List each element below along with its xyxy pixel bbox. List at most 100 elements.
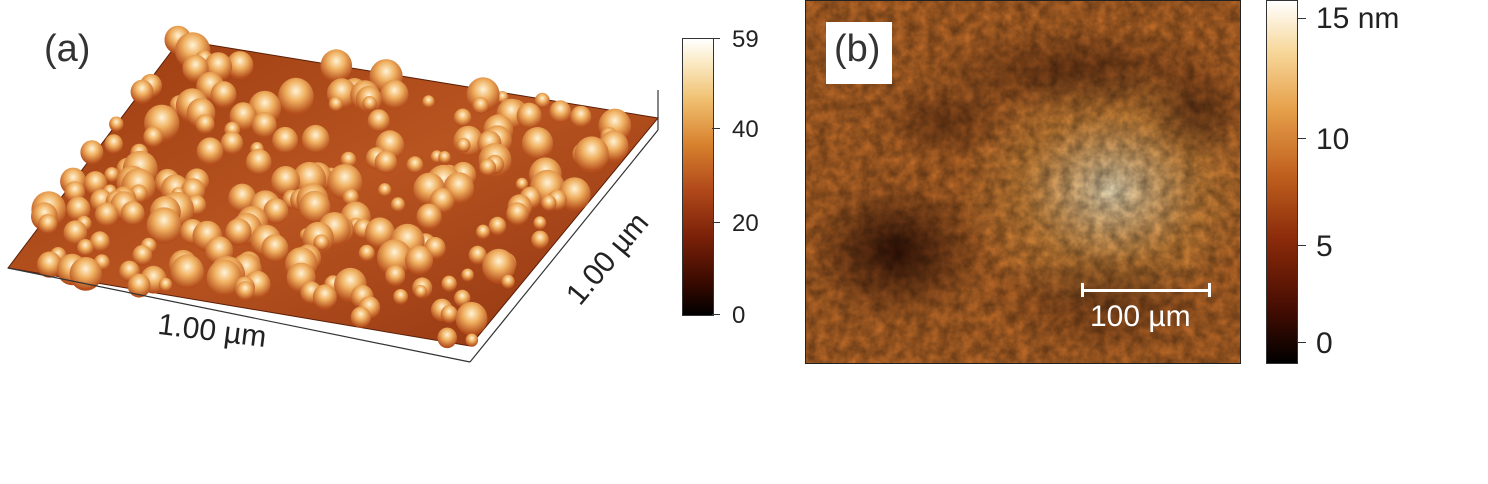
colorbar-a bbox=[682, 38, 714, 316]
surface-grain bbox=[533, 216, 547, 230]
surface-grain bbox=[158, 277, 173, 292]
surface-grain bbox=[405, 245, 434, 275]
surface-grain bbox=[301, 124, 330, 154]
scale-bar-cap-right bbox=[1208, 283, 1211, 297]
colorbar-a-tick bbox=[712, 222, 720, 223]
surface-grain bbox=[440, 305, 458, 324]
panel-a-label: (a) bbox=[44, 28, 91, 70]
surface-grain bbox=[479, 158, 496, 177]
surface-grain bbox=[94, 202, 119, 228]
surface-grain bbox=[261, 234, 289, 263]
surface-grain bbox=[422, 95, 435, 109]
surface-grain bbox=[210, 81, 237, 109]
surface-grain bbox=[390, 197, 405, 213]
surface-grain bbox=[195, 114, 215, 135]
surface-grain bbox=[461, 268, 474, 282]
surface-grain bbox=[488, 216, 507, 236]
surface-grain bbox=[374, 150, 398, 175]
surface-grain bbox=[235, 281, 255, 301]
surface-grain bbox=[506, 202, 529, 226]
surface-grain bbox=[531, 230, 549, 249]
colorbar-b-5: 5 bbox=[1316, 230, 1333, 263]
surface-grain bbox=[104, 167, 120, 183]
surface-grain bbox=[170, 254, 204, 290]
panel-b-label-box bbox=[826, 22, 892, 84]
colorbar-a-min: 0 bbox=[732, 302, 746, 329]
surface-grain bbox=[441, 275, 457, 292]
surface-grain bbox=[120, 201, 145, 226]
colorbar-a-tick bbox=[712, 314, 720, 315]
colorbar-b-tick bbox=[1298, 245, 1306, 246]
surface-grain bbox=[378, 183, 392, 198]
surface-grain bbox=[465, 333, 479, 347]
surface-grain bbox=[362, 96, 377, 112]
surface-grain bbox=[516, 102, 542, 129]
surface-grain bbox=[89, 231, 110, 253]
colorbar-a-tick bbox=[712, 38, 720, 39]
colorbar-b-max: 15 nm bbox=[1316, 2, 1400, 35]
colorbar-b-min: 0 bbox=[1316, 327, 1333, 360]
surface-grain bbox=[515, 177, 529, 191]
surface-grain bbox=[358, 244, 375, 262]
surface-grain bbox=[377, 239, 412, 277]
surface-grain bbox=[251, 112, 277, 139]
surface-grain bbox=[350, 306, 371, 328]
surface-grain bbox=[455, 301, 488, 336]
surface-grain bbox=[225, 218, 252, 246]
surface-grain bbox=[77, 239, 94, 257]
surface-grain bbox=[313, 234, 330, 251]
colorbar-b-tick bbox=[1298, 342, 1306, 343]
colorbar-a-max: 59 bbox=[732, 26, 759, 53]
colorbar-b bbox=[1266, 0, 1298, 364]
height-map-image bbox=[806, 1, 1240, 363]
surface-grain bbox=[501, 274, 515, 289]
surface-grain bbox=[130, 79, 154, 104]
surface-grain bbox=[393, 289, 408, 305]
afm-3d-panel: (a) 1.00 µm 1.00 µm bbox=[0, 0, 680, 380]
colorbar-a-tick bbox=[712, 128, 720, 129]
surface-grain bbox=[312, 284, 337, 310]
surface-grain bbox=[365, 217, 395, 249]
surface-grain bbox=[66, 196, 91, 222]
surface-grain bbox=[570, 105, 592, 128]
colorbar-b-10: 10 bbox=[1316, 123, 1350, 156]
surface-grain bbox=[146, 207, 182, 244]
surface-grain bbox=[127, 273, 151, 298]
surface-grain bbox=[521, 126, 554, 160]
surface-grain bbox=[574, 136, 609, 173]
surface-grain bbox=[340, 151, 357, 168]
surface-grain bbox=[414, 284, 428, 299]
surface-grain bbox=[468, 245, 487, 265]
afm-2d-map bbox=[805, 0, 1241, 364]
surface-grain bbox=[380, 79, 409, 110]
surface-grain bbox=[80, 140, 104, 165]
surface-grain bbox=[541, 195, 557, 212]
surface-grain bbox=[534, 92, 550, 109]
surface-grain bbox=[226, 51, 254, 80]
colorbar-b-tick bbox=[1298, 18, 1306, 19]
surface-grain bbox=[63, 220, 88, 246]
surface-grain bbox=[220, 131, 244, 155]
scale-bar-cap-left bbox=[1081, 283, 1084, 297]
surface-grain bbox=[549, 100, 572, 124]
surface-grain bbox=[385, 264, 406, 287]
surface-grain bbox=[406, 156, 424, 174]
scale-bar bbox=[1081, 289, 1211, 292]
surface-grain bbox=[272, 126, 298, 155]
scale-bar-label: 100 µm bbox=[1090, 300, 1191, 333]
surface-grain bbox=[299, 190, 331, 224]
surface-grain bbox=[437, 327, 458, 349]
surface-grain bbox=[476, 224, 490, 240]
surface-grain bbox=[263, 198, 289, 225]
surface-grain bbox=[228, 183, 257, 213]
colorbar-a-40: 40 bbox=[732, 116, 759, 143]
surface-grain bbox=[472, 97, 489, 115]
surface-grain bbox=[271, 166, 300, 197]
surface-grain bbox=[416, 203, 442, 231]
panel-b-label: (b) bbox=[834, 28, 881, 70]
surface-grain bbox=[143, 126, 164, 148]
colorbar-a-20: 20 bbox=[732, 210, 759, 237]
surface-grain bbox=[278, 77, 314, 116]
surface-grain bbox=[104, 134, 123, 154]
surface-grain bbox=[132, 244, 153, 266]
